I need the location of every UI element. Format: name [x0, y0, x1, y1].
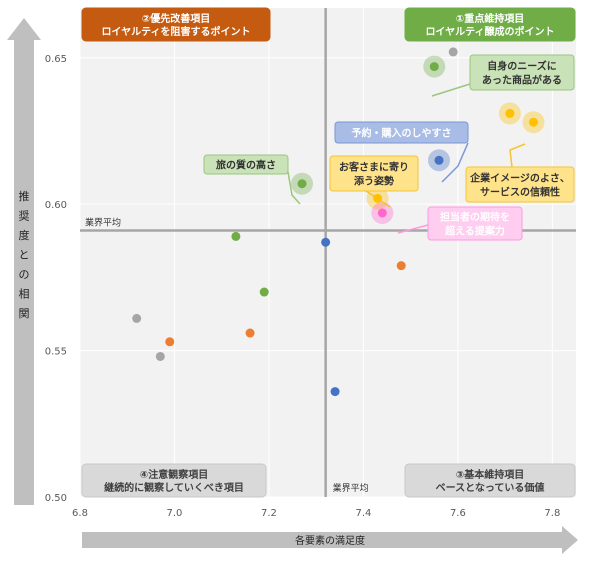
data-point: [259, 287, 269, 297]
data-point: [297, 179, 307, 189]
quadrant-title-q3: ③基本維持項目: [456, 468, 524, 481]
x-tick-label: 7.2: [261, 508, 277, 519]
data-point: [321, 237, 331, 247]
callout-text: 予約・購入のしやすさ: [352, 127, 452, 140]
callout-box: [469, 54, 575, 91]
quadrant-title-q2: ②優先改善項目: [142, 12, 210, 25]
quadrant-subtitle-q4: 継続的に観察していくべき項目: [104, 481, 244, 494]
quadrant-box-q1: [404, 7, 576, 42]
quadrant-title-q1: ①重点維持項目: [456, 12, 524, 25]
callout-box: [203, 154, 289, 175]
data-point: [448, 47, 458, 57]
y-tick-label: 0.65: [45, 54, 67, 65]
data-point: [373, 193, 383, 203]
y-tick-label: 0.50: [45, 493, 67, 504]
y-axis-label-char: 度: [19, 228, 30, 242]
data-point: [245, 328, 255, 338]
data-point: [155, 351, 165, 361]
y-tick-label: 0.55: [45, 347, 67, 358]
quadrant-box-q2: [81, 7, 271, 42]
callout-text: 自身のニーズに: [487, 60, 557, 73]
callout-text: 超える提案力: [444, 225, 505, 238]
quadrant-box-q3: [404, 463, 576, 498]
callout-text: お客さまに寄り: [339, 161, 409, 174]
x-tick-label: 7.6: [450, 508, 466, 519]
x-tick-label: 7.0: [167, 508, 183, 519]
x-axis-arrow: [82, 526, 578, 554]
callout-text: 企業イメージのよさ、: [469, 172, 570, 185]
quadrant-subtitle-q1: ロイヤルティ醸成のポイント: [425, 25, 554, 38]
average-label-y: 業界平均: [85, 217, 121, 229]
y-axis-arrow: [7, 18, 41, 505]
y-axis-label-char: の: [19, 268, 30, 281]
callout-leader: [287, 171, 301, 205]
data-point: [434, 155, 444, 165]
data-point: [231, 231, 241, 241]
callout-box: [465, 166, 575, 203]
quadrant-title-q4: ④注意観察項目: [140, 468, 208, 481]
quadrant-subtitle-q3: ベースとなっている価値: [436, 481, 545, 494]
callout-text: サービスの信頼性: [480, 186, 560, 199]
data-point: [429, 62, 439, 72]
quadrant-box-q4: [81, 463, 267, 498]
y-axis-label-char: 推: [19, 189, 30, 203]
data-point: [330, 387, 340, 397]
callout-leader: [441, 142, 469, 183]
y-tick-label: 0.60: [45, 200, 67, 211]
x-tick-label: 6.8: [72, 508, 88, 519]
callout-box: [329, 155, 419, 192]
data-point: [377, 208, 387, 218]
y-axis-label-char: と: [19, 249, 30, 262]
callout-leader: [397, 224, 429, 234]
callout-leader: [431, 83, 471, 97]
data-point: [132, 313, 142, 323]
callout-box: [427, 206, 523, 241]
x-tick-label: 7.4: [355, 508, 371, 519]
data-point: [505, 108, 515, 118]
data-point: [528, 117, 538, 127]
callout-leader: [509, 143, 526, 168]
y-axis-label-char: 奨: [19, 209, 30, 223]
callout-text: 担当者の期待を: [440, 211, 510, 224]
data-point: [396, 261, 406, 271]
quadrant-subtitle-q2: ロイヤルティを阻害するポイント: [101, 25, 250, 38]
x-tick-label: 7.8: [544, 508, 560, 519]
y-axis-label-char: 相: [19, 288, 30, 301]
callout-text: あった商品がある: [482, 74, 562, 87]
callout-text: 旅の質の高さ: [216, 159, 276, 172]
y-axis-label-char: 関: [19, 307, 30, 320]
data-point: [165, 337, 175, 347]
x-axis-label: 各要素の満足度: [295, 534, 365, 547]
callout-box: [334, 121, 469, 144]
callout-text: 添う姿勢: [354, 175, 394, 188]
average-label-x: 業界平均: [333, 482, 369, 494]
tick-labels: 6.8 7.0 7.2 7.4 7.6 7.8 0.50 0.55 0.60 0.65: [45, 54, 561, 519]
